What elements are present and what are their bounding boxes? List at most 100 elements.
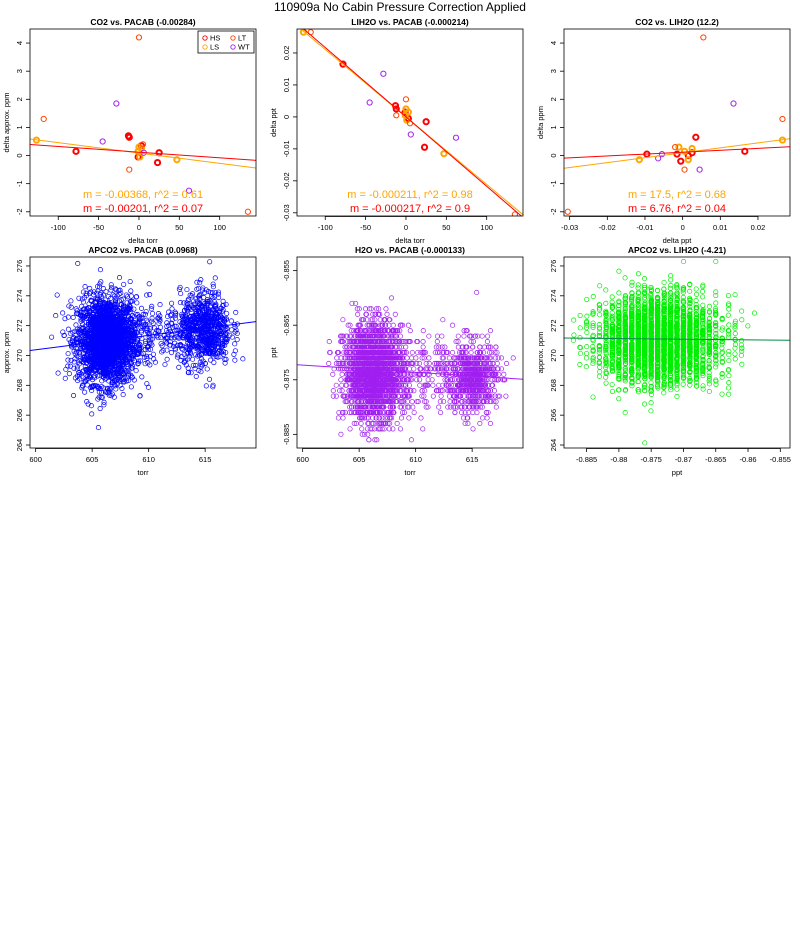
data-point — [65, 314, 71, 320]
data-point-HS — [125, 133, 133, 141]
data-point — [103, 289, 109, 295]
data-point — [203, 299, 209, 305]
data-point — [367, 306, 373, 312]
page-title: 110909a No Cabin Pressure Correction App… — [274, 0, 526, 14]
data-point-HS — [692, 133, 700, 141]
data-point — [101, 399, 107, 405]
data-point — [335, 415, 341, 421]
data-point — [219, 341, 225, 347]
data-point — [340, 415, 346, 421]
data-point — [105, 339, 111, 345]
data-point — [95, 330, 101, 336]
data-point — [347, 355, 353, 361]
data-point — [83, 290, 89, 296]
data-point — [116, 275, 123, 281]
data-point — [204, 306, 210, 312]
data-point — [137, 316, 143, 322]
data-point-WT — [113, 100, 120, 107]
data-point — [382, 420, 388, 426]
data-point — [207, 303, 213, 309]
data-point — [125, 326, 131, 332]
data-point — [95, 373, 101, 379]
data-point — [146, 281, 152, 287]
data-point — [330, 371, 336, 377]
data-point — [349, 377, 355, 383]
data-point — [95, 288, 101, 294]
data-point — [140, 311, 146, 317]
data-point — [97, 335, 103, 341]
data-point-WT — [452, 134, 460, 141]
data-point — [55, 370, 61, 376]
data-point — [383, 393, 389, 399]
data-point — [154, 333, 160, 339]
x-tick-label: 610 — [142, 455, 155, 464]
data-point — [347, 322, 353, 328]
data-point — [168, 349, 174, 356]
data-point — [99, 384, 105, 390]
data-point — [376, 415, 382, 421]
data-point — [218, 317, 224, 323]
data-point — [204, 313, 211, 319]
plot-area — [297, 289, 523, 443]
data-point — [220, 298, 226, 304]
fit-line — [564, 146, 790, 159]
y-axis-label: delta ppm — [536, 106, 545, 139]
x-tick-label: 50 — [175, 223, 183, 232]
x-tick-label: -100 — [51, 223, 66, 232]
data-point — [423, 360, 429, 366]
y-tick-label: 0 — [15, 153, 24, 157]
data-point — [167, 339, 173, 345]
data-point — [377, 322, 383, 328]
data-point — [129, 374, 135, 380]
data-point — [176, 328, 182, 334]
x-tick-label: -0.01 — [636, 223, 653, 232]
data-point — [123, 329, 129, 336]
data-point — [97, 362, 103, 368]
data-point — [101, 402, 107, 408]
data-point — [218, 305, 224, 311]
data-point — [409, 355, 415, 361]
data-point — [168, 320, 174, 326]
data-point — [339, 382, 345, 388]
data-point — [127, 278, 133, 285]
data-point — [95, 396, 101, 402]
data-point — [111, 293, 117, 299]
data-point-HS — [72, 147, 80, 155]
x-tick-label: -0.03 — [561, 223, 578, 232]
data-point — [211, 350, 217, 356]
data-point — [191, 298, 197, 304]
data-point — [145, 384, 151, 390]
data-point — [343, 360, 349, 366]
y-tick-label: 4 — [549, 41, 558, 45]
data-point — [396, 339, 402, 345]
y-tick-label: 270 — [15, 349, 24, 362]
y-tick-label: 0 — [282, 115, 291, 119]
data-point — [389, 415, 395, 421]
data-point — [192, 306, 198, 312]
data-point — [402, 349, 408, 356]
data-point — [138, 305, 145, 311]
data-point — [104, 320, 110, 326]
data-point — [177, 343, 183, 349]
data-point — [125, 308, 131, 314]
data-point — [142, 347, 148, 353]
data-point — [96, 314, 102, 320]
data-point — [116, 325, 122, 331]
data-point — [210, 384, 216, 390]
data-point — [89, 363, 95, 369]
data-point — [66, 337, 72, 343]
data-point — [354, 306, 360, 312]
data-point — [150, 351, 156, 357]
data-point — [98, 394, 104, 401]
data-point — [103, 346, 109, 352]
y-tick-label: -2 — [549, 208, 558, 215]
data-point — [119, 386, 125, 392]
x-tick-label: -50 — [93, 223, 104, 232]
data-point — [180, 314, 186, 320]
data-point — [389, 333, 395, 339]
data-point-LS — [675, 143, 683, 151]
x-tick-label: 605 — [86, 455, 99, 464]
data-point — [126, 344, 132, 350]
data-point — [186, 354, 192, 360]
data-point — [139, 374, 145, 380]
